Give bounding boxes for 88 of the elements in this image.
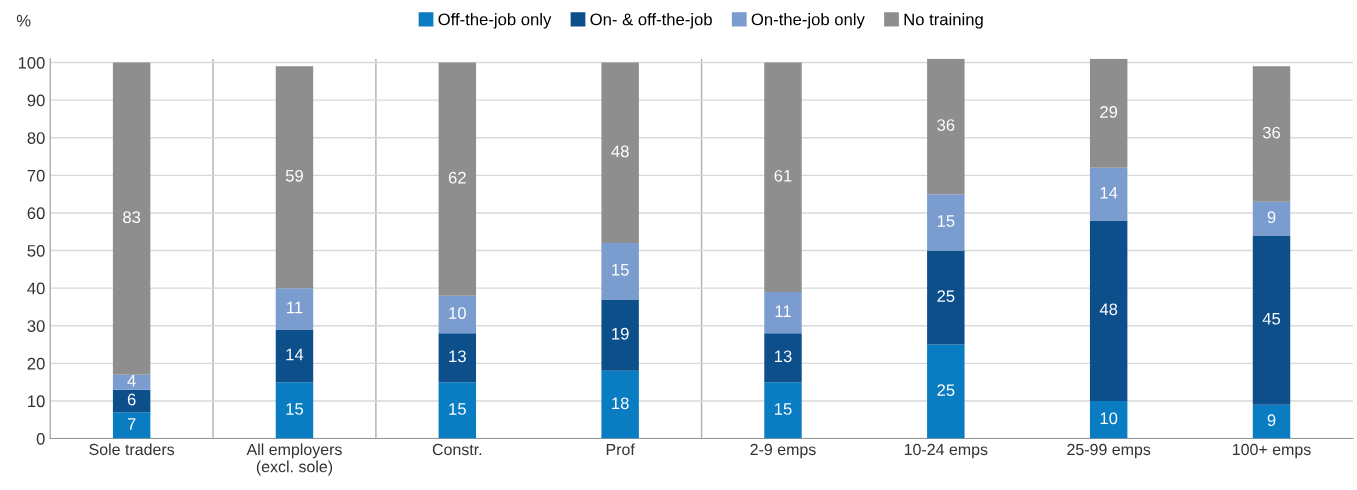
bar [1252, 235, 1291, 405]
bar [927, 344, 965, 439]
y-tick-label: 50 [27, 244, 45, 257]
y-tick-label: 70 [27, 169, 45, 182]
data-label: 6 [127, 393, 136, 406]
y-axis-title: % [16, 14, 31, 27]
data-label: 83 [123, 211, 141, 224]
data-label: 14 [1100, 187, 1118, 199]
bar [275, 66, 314, 289]
data-label: 48 [611, 145, 629, 158]
bar [438, 382, 477, 439]
bar [1252, 404, 1291, 439]
data-label: 15 [449, 403, 466, 415]
data-label: 7 [127, 418, 136, 430]
bar [275, 288, 314, 330]
bar [764, 382, 802, 439]
data-label: 25 [937, 384, 955, 397]
data-label: 9 [1267, 414, 1276, 427]
bar [1089, 400, 1128, 439]
y-tick-label: 10 [28, 395, 45, 408]
legend-label: Off-the-job only [438, 13, 552, 29]
data-label: 10 [1100, 412, 1118, 425]
y-tick-label: 90 [27, 94, 45, 107]
data-label: 11 [775, 305, 791, 317]
x-tick-label: All employers (excl. sole) [246, 443, 342, 476]
y-tick-label: 40 [27, 282, 45, 295]
bar [927, 58, 965, 195]
bar [112, 62, 151, 375]
data-label: 48 [1099, 303, 1118, 316]
bar [927, 194, 965, 251]
bar [438, 295, 477, 334]
bar [438, 333, 477, 383]
y-tick-label: 20 [27, 357, 45, 370]
bar [112, 389, 151, 413]
data-label: 45 [1262, 312, 1281, 325]
bar [764, 62, 802, 292]
data-label: 25 [937, 290, 955, 303]
bar [1089, 167, 1128, 221]
data-label: 15 [937, 215, 955, 227]
data-label: 59 [285, 169, 303, 182]
bar [112, 374, 151, 390]
y-tick-label: 30 [27, 320, 45, 332]
bar [275, 382, 314, 439]
bar [764, 333, 802, 383]
data-label: 36 [1262, 126, 1281, 139]
x-tick-label: 2-9 emps [750, 443, 816, 459]
bar [1089, 220, 1128, 401]
bar [927, 250, 965, 345]
data-label: 15 [286, 403, 304, 415]
bar [1252, 66, 1291, 202]
legend-label: No training [904, 13, 983, 29]
data-label: 15 [774, 403, 792, 415]
bar [601, 370, 639, 439]
bar [112, 412, 151, 439]
x-tick-label: Sole traders [89, 443, 175, 456]
x-tick-label: 10-24 emps [904, 443, 988, 459]
data-label: 18 [612, 397, 629, 410]
data-label: 4 [127, 375, 136, 387]
data-label: 10 [449, 307, 466, 319]
x-tick-label: Constr. [432, 443, 482, 456]
data-label: 11 [287, 301, 303, 314]
y-tick-label: 80 [27, 132, 45, 144]
legend-label: On- & off-the-job [590, 13, 712, 29]
bar [764, 291, 802, 334]
data-label: 13 [774, 350, 792, 363]
bar [601, 299, 639, 371]
data-label: 19 [612, 327, 629, 340]
y-tick-label: 0 [36, 432, 45, 445]
legend-label: On-the-job only [751, 13, 865, 29]
x-tick-label: Prof [606, 443, 635, 456]
bar [438, 62, 477, 296]
bar [1089, 58, 1128, 168]
data-label: 15 [612, 264, 629, 276]
data-label: 36 [937, 119, 955, 131]
data-label: 61 [774, 169, 792, 182]
bar [275, 329, 314, 383]
data-label: 13 [449, 350, 466, 363]
data-label: 62 [448, 171, 466, 184]
y-tick-label: 60 [27, 207, 45, 220]
y-tick-label: 100 [18, 56, 45, 69]
x-tick-label: 25-99 emps [1067, 443, 1151, 459]
data-label: 9 [1267, 211, 1276, 224]
data-label: 29 [1100, 105, 1118, 118]
bar [601, 62, 639, 244]
data-label: 14 [286, 348, 304, 361]
x-tick-label: 100+ emps [1232, 443, 1311, 459]
bar [1252, 201, 1291, 236]
bar [601, 243, 639, 300]
